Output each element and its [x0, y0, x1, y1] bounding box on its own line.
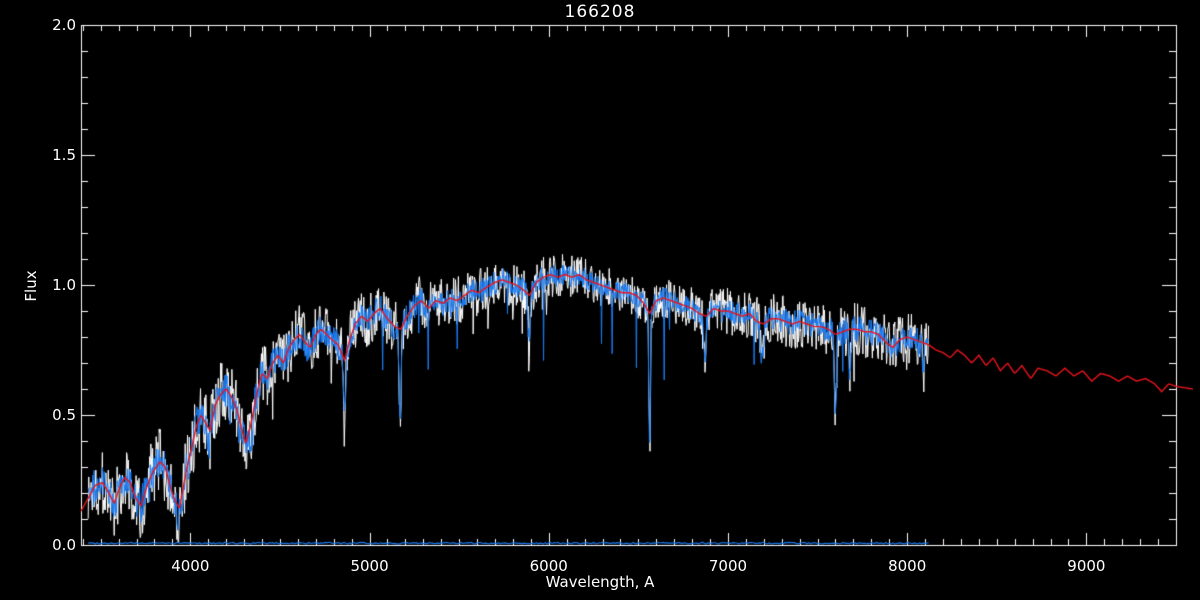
y-tick-label: 1.5	[52, 146, 76, 164]
y-tick-label: 2.0	[52, 16, 76, 34]
x-tick-label: 9000	[1067, 557, 1106, 575]
x-tick-label: 7000	[708, 557, 748, 575]
x-tick-label: 5000	[350, 557, 389, 575]
x-tick-label: 4000	[171, 557, 210, 575]
y-tick-label: 1.0	[52, 276, 76, 294]
x-tick-label: 6000	[529, 557, 568, 575]
y-tick-label: 0.0	[52, 536, 76, 554]
plot-title: 166208	[564, 2, 636, 22]
x-tick-label: 8000	[888, 557, 927, 575]
y-axis-label: Flux	[22, 270, 40, 302]
y-tick-label: 0.5	[52, 406, 76, 424]
x-axis-label: Wavelength, A	[545, 573, 655, 591]
